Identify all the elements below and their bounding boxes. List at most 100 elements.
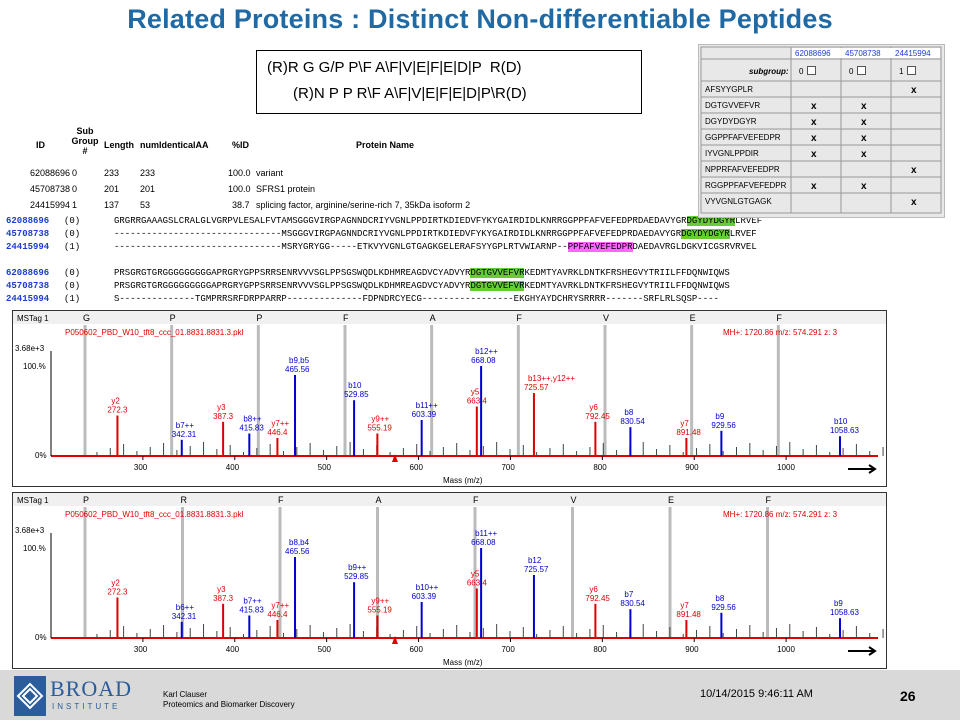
peptide-grid-lines [700, 46, 942, 214]
sequence-alignment: 62088696 (0) GRGRRGAAAGSLCRALGLVGRPVLESALF… [6, 214, 886, 306]
intensity-max: 3.68e+3 [15, 344, 45, 353]
peak-mz-label: 891.48 [676, 610, 701, 619]
alignment-group: (0) [64, 281, 81, 291]
row-length: 137 [104, 200, 120, 210]
row-name: splicing factor, arginine/serine-rich 7,… [256, 200, 471, 210]
peak-ion-label: y5 [471, 570, 480, 579]
col-subgroup: Sub Group # [71, 126, 99, 156]
peak-mz-label: 529.85 [344, 390, 369, 399]
mstag-label: MSTag 1 [17, 496, 49, 505]
slide-title: Related Proteins : Distinct Non-differen… [127, 4, 833, 34]
col-protein-name: Protein Name [356, 140, 415, 150]
x-axis-label: Mass (m/z) [443, 476, 483, 485]
alignment-id: 62088696 [6, 268, 50, 278]
x-tick-label: 300 [134, 645, 148, 654]
alignment-id: 45708738 [6, 229, 50, 239]
x-tick-label: 900 [685, 463, 699, 472]
peak-mz-label: 663.4 [467, 579, 488, 588]
footer-author: Karl Clauser Proteomics and Biomarker Di… [163, 690, 295, 710]
peak-ion-label: b11++ [475, 529, 497, 538]
peak-mz-label: 272.3 [107, 588, 128, 597]
alignment-group: (1) [64, 294, 81, 304]
intensity-max: 3.68e+3 [15, 526, 45, 535]
peak-mz-label: 415.83 [239, 424, 264, 433]
peak-mz-label: 792.45 [585, 594, 610, 603]
logo-institute-text: INSTITUTE [52, 702, 121, 711]
peak-mz-label: 792.45 [585, 412, 610, 421]
grid-mark: x [811, 149, 817, 160]
sequence-line-1: (R)R G G/P P\F A\F|V|E|F|E|D|P R(D) [267, 59, 522, 76]
subgroup-checkbox[interactable] [857, 66, 866, 75]
subgroup-value: 0 [849, 67, 854, 76]
peak-ion-label: b12++ [475, 347, 498, 356]
peak-mz-label: 387.3 [213, 412, 234, 421]
residue-label: G [83, 313, 90, 323]
footer-bar [0, 670, 960, 720]
peak-mz-label: 1058.63 [830, 608, 859, 617]
residue-label: F [766, 495, 772, 505]
grid-mark: x [861, 133, 867, 144]
alignment-id: 45708738 [6, 281, 50, 291]
x-tick-label: 1000 [777, 645, 795, 654]
peak-ion-label: b9++ [348, 563, 367, 572]
sequence-band [13, 311, 886, 324]
peak-ion-label: y3 [217, 403, 226, 412]
x-tick-label: 400 [226, 645, 240, 654]
peak-mz-label: 668.08 [471, 538, 496, 547]
peak-mz-label: 830.54 [620, 417, 645, 426]
precursor-marker [391, 454, 398, 462]
subgroup-checkbox[interactable] [907, 66, 916, 75]
spectrum-filename: P050602_PBD_W10_tft8_ccc_01.8831.8831.3.… [65, 328, 244, 337]
peak-ion-label: b7++ [176, 421, 195, 430]
x-tick-label: 700 [501, 645, 515, 654]
author-name: Karl Clauser [163, 690, 208, 699]
grid-peptide: IYVGNLPPDIR [705, 149, 759, 158]
row-length: 201 [104, 184, 120, 194]
grid-mark: x [861, 101, 867, 112]
grid-mark: x [911, 197, 917, 208]
sequence-line-2: (R)N P P R\F A\F|V|E|F|E|D|P\R(D) [293, 85, 527, 102]
grid-peptide: NPPRFAFVEFEDPR [705, 165, 780, 174]
col-length: Length [104, 140, 134, 150]
residue-label: A [430, 313, 436, 323]
peak-mz-label: 446.4 [267, 428, 288, 437]
alignment-seq: PRSGRGTGRGGGGGGGGGAPRGRYGPPSRRSENRVVVSGL… [114, 281, 730, 291]
spectrum-panel-1: MSTag 1 G P P F A F V E F P050602_PBD_W10_tft8_ccc… [12, 310, 887, 487]
peak-mz-label: 725.57 [524, 383, 549, 392]
residue-label: F [473, 495, 479, 505]
grid-mark: x [811, 117, 817, 128]
residue-label: F [278, 495, 284, 505]
grid-peptide: AFSYYGPLR [705, 85, 754, 94]
peak-mz-label: 668.08 [471, 356, 496, 365]
peak-ion-label: b8 [624, 408, 633, 417]
peptide-grid: 62088696 45708738 24415994 subgroup: 0 0… [698, 44, 945, 218]
col-identical: numIdenticalAA [140, 140, 209, 150]
spectrum-panel-2: MSTag 1 P R F A F V E F P050602_PBD_W10_tft8_ccc_… [12, 492, 887, 669]
peak-mz-label: 465.56 [285, 547, 310, 556]
x-tick-label: 1000 [777, 463, 795, 472]
peak-mz-label: 929.56 [711, 421, 736, 430]
alignment-group: (0) [64, 216, 81, 226]
grid-col-header: 24415994 [895, 49, 931, 58]
residue-label: F [343, 313, 349, 323]
alignment-seq: -------------------------------MSRYGRYGG… [114, 242, 757, 252]
peak-mz-label: 465.56 [285, 365, 310, 374]
row-group: 0 [72, 184, 78, 194]
grid-mark: x [861, 181, 867, 192]
author-dept: Proteomics and Biomarker Discovery [163, 700, 295, 709]
peak-ion-label: y6 [589, 585, 598, 594]
subgroup-value: 1 [899, 67, 904, 76]
peak-mz-label: 603.39 [412, 592, 437, 601]
peak-ion-label: b7 [624, 590, 633, 599]
residue-label: V [603, 313, 609, 323]
peak-ion-label: b10 [348, 381, 362, 390]
subgroup-checkbox[interactable] [807, 66, 816, 75]
peak-mz-label: 663.4 [467, 397, 488, 406]
peak-ion-label: y6 [589, 403, 598, 412]
row-id: 62088696 [30, 168, 71, 178]
peak-mz-label: 555.19 [367, 606, 392, 615]
peak-ion-label: b13++,y12++ [528, 374, 575, 383]
x-tick-label: 400 [226, 463, 240, 472]
residue-label: P [83, 495, 89, 505]
grid-mark: x [861, 149, 867, 160]
